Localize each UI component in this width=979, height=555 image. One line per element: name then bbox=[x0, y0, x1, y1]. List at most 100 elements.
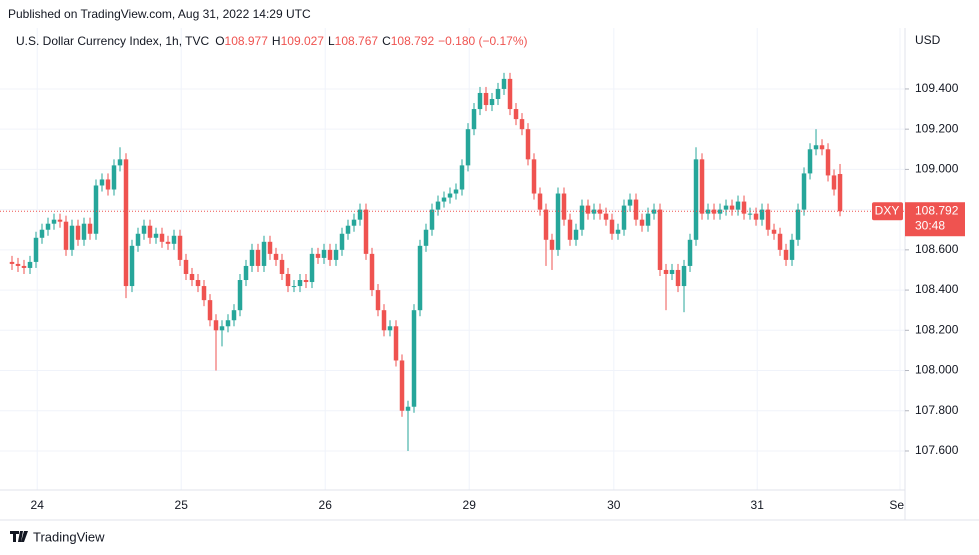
candle-body bbox=[237, 280, 243, 311]
y-tick-label: 109.000 bbox=[915, 162, 959, 176]
grid bbox=[0, 28, 905, 490]
legend-ohlc-letter: H bbox=[272, 34, 281, 48]
candle-body bbox=[639, 219, 645, 226]
candle-body bbox=[645, 213, 651, 226]
candle-body bbox=[453, 189, 459, 194]
candle-body bbox=[435, 201, 441, 210]
candle-body bbox=[201, 286, 207, 301]
candle-body bbox=[669, 269, 675, 274]
y-tick-label: 108.400 bbox=[915, 282, 959, 296]
candle-body bbox=[771, 229, 777, 234]
candle-body bbox=[513, 109, 519, 120]
candle-body bbox=[75, 225, 81, 240]
candle-body bbox=[315, 253, 321, 258]
candle-body bbox=[633, 199, 639, 220]
symbol-label: DXY bbox=[875, 203, 900, 217]
candle-body bbox=[183, 259, 189, 274]
candle-body bbox=[573, 229, 579, 240]
candle-body bbox=[393, 326, 399, 361]
candle-body bbox=[549, 239, 555, 250]
candle-body bbox=[135, 233, 141, 246]
candle-body bbox=[225, 320, 231, 327]
candle-body bbox=[537, 193, 543, 210]
candle-body bbox=[291, 286, 297, 288]
candle-body bbox=[147, 225, 153, 238]
candle-body bbox=[93, 185, 99, 234]
candle-body bbox=[501, 78, 507, 89]
candle-body bbox=[741, 201, 747, 214]
candle-body bbox=[81, 223, 87, 240]
candle-body bbox=[441, 197, 447, 202]
x-axis: 24 25 26 29 30 31 Sep bbox=[31, 498, 911, 512]
y-tick-label: 109.200 bbox=[915, 121, 959, 135]
candle-body bbox=[777, 233, 783, 250]
candle-body bbox=[375, 290, 381, 311]
candle-body bbox=[171, 235, 177, 244]
candle-body bbox=[519, 119, 525, 130]
legend-ohlc-letter: C bbox=[382, 34, 391, 48]
candle-body bbox=[99, 179, 105, 186]
candle-body bbox=[195, 280, 201, 287]
last-price-box bbox=[905, 202, 965, 237]
candle-body bbox=[543, 209, 549, 240]
candle-body bbox=[567, 219, 573, 240]
candle-body bbox=[141, 225, 147, 234]
candle-body bbox=[495, 88, 501, 99]
candle-body bbox=[489, 98, 495, 106]
candle-body bbox=[471, 109, 477, 130]
legend-ohlc-value: 108.977 bbox=[225, 34, 269, 48]
legend-change: −0.180 (−0.17%) bbox=[438, 34, 527, 48]
candle-body bbox=[423, 229, 429, 246]
candle-body bbox=[285, 273, 291, 287]
candle-body bbox=[663, 269, 669, 274]
candle-body bbox=[555, 193, 561, 250]
candle-body bbox=[69, 225, 75, 250]
candle-body bbox=[723, 205, 729, 210]
candle-body bbox=[33, 237, 39, 262]
candle-body bbox=[261, 241, 267, 266]
candle-body bbox=[111, 165, 117, 190]
candle-body bbox=[603, 213, 609, 220]
candle-body bbox=[825, 149, 831, 176]
y-tick-label: 108.600 bbox=[915, 242, 959, 256]
candle-body bbox=[525, 129, 531, 160]
candle-body bbox=[687, 239, 693, 266]
y-tick-label: 108.200 bbox=[915, 322, 959, 336]
candle-body bbox=[129, 245, 135, 287]
legend-ohlc-value: 108.767 bbox=[335, 34, 379, 48]
candles bbox=[9, 72, 843, 451]
candle-body bbox=[429, 209, 435, 230]
candle-body bbox=[117, 159, 123, 166]
candle-body bbox=[621, 205, 627, 230]
x-tick-label: Sep bbox=[889, 498, 911, 512]
legend: U.S. Dollar Currency Index, 1h, TVC O108.… bbox=[16, 34, 528, 48]
candle-body bbox=[483, 92, 489, 106]
brand-name: TradingView bbox=[33, 529, 105, 544]
candle-body bbox=[357, 209, 363, 220]
brand-logo bbox=[10, 531, 28, 542]
x-tick-label: 25 bbox=[175, 498, 189, 512]
candle-body bbox=[339, 233, 345, 250]
candle-body bbox=[303, 280, 309, 283]
candle-body bbox=[399, 360, 405, 411]
candle-body bbox=[51, 219, 57, 224]
published-note: Published on TradingView.com, Aug 31, 20… bbox=[8, 7, 311, 21]
x-tick-label: 31 bbox=[751, 498, 765, 512]
candle-body bbox=[267, 241, 273, 254]
candle-body bbox=[45, 223, 51, 230]
candle-body bbox=[579, 205, 585, 230]
candle-body bbox=[381, 310, 387, 331]
x-tick-label: 26 bbox=[319, 498, 333, 512]
candle-body bbox=[321, 249, 327, 258]
legend-ohlc-letter: O bbox=[215, 34, 224, 48]
candle-body bbox=[561, 193, 567, 220]
candle-body bbox=[507, 78, 513, 110]
y-tick-label: 108.000 bbox=[915, 363, 959, 377]
candle-body bbox=[693, 159, 699, 240]
legend-ohlc-value: 108.792 bbox=[391, 34, 435, 48]
candle-body bbox=[465, 129, 471, 166]
candle-body bbox=[417, 245, 423, 311]
candle-body bbox=[369, 253, 375, 291]
